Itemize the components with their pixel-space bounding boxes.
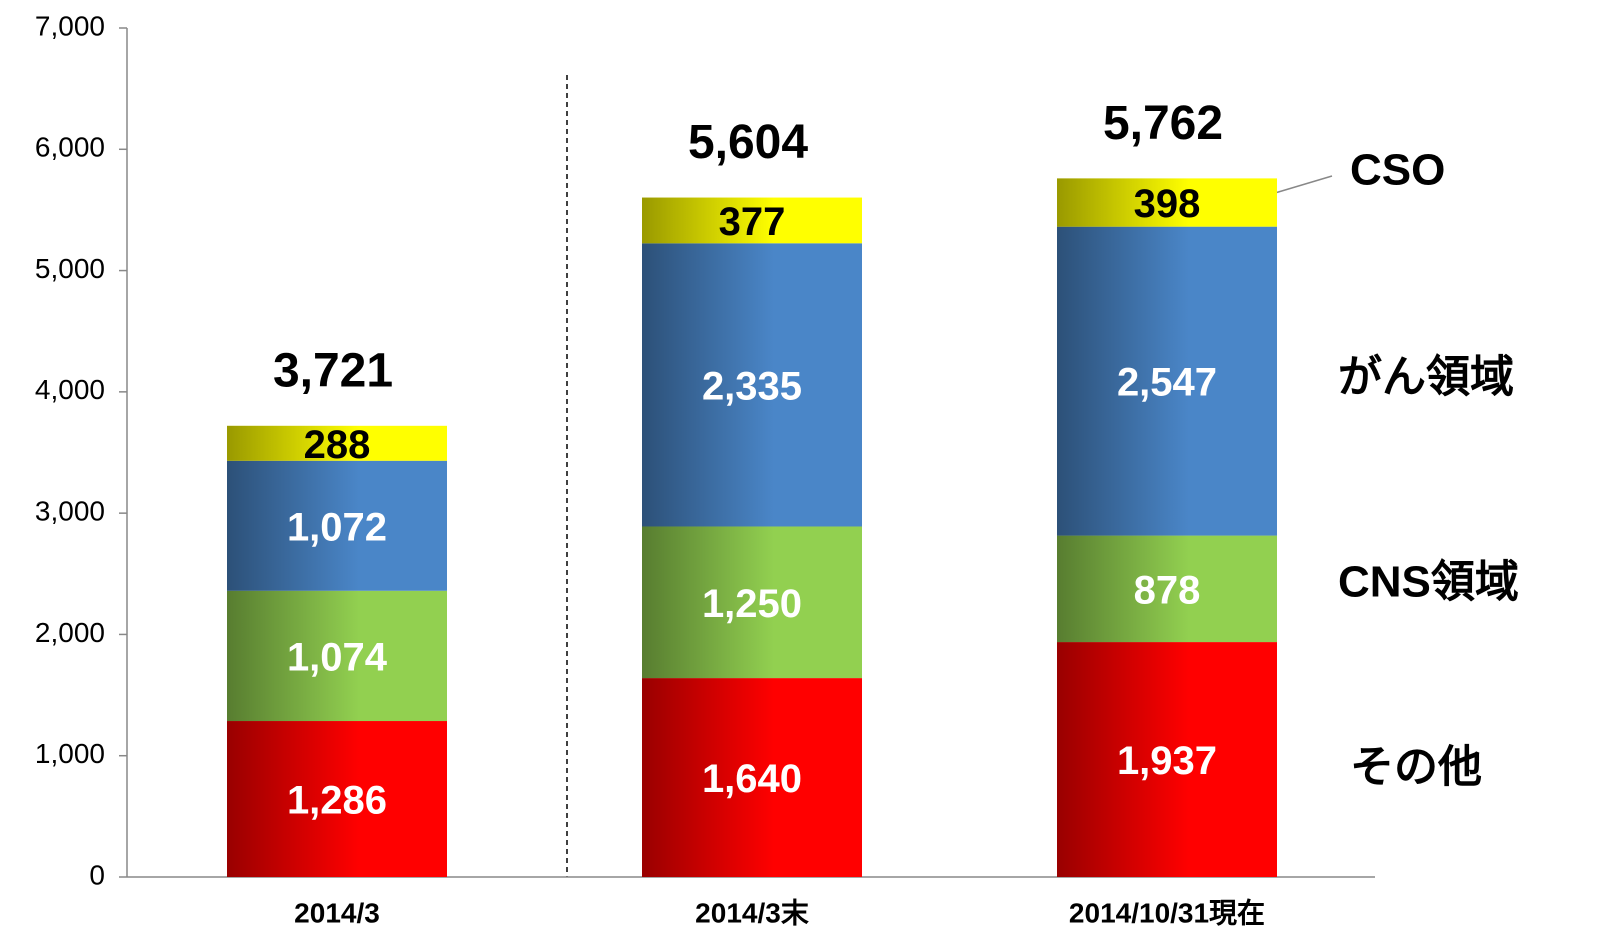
y-tick-label: 4,000: [35, 374, 105, 405]
x-tick-label: 2014/10/31現在: [1069, 897, 1265, 928]
value-label: 878: [1134, 568, 1201, 612]
total-label: 5,762: [1103, 97, 1223, 150]
bar-shade: [1057, 535, 1277, 643]
value-label: 2,335: [702, 364, 802, 408]
y-tick-label: 0: [89, 859, 105, 890]
bar-shade: [1057, 642, 1277, 877]
value-label: 1,072: [287, 505, 387, 549]
bar-shade: [1057, 178, 1277, 227]
legend-label: CNS領域: [1338, 557, 1519, 607]
value-label: 1,074: [287, 635, 388, 679]
bar-shade: [1057, 226, 1277, 536]
bar-shade: [642, 526, 862, 679]
y-tick-label: 5,000: [35, 253, 105, 284]
leader-line: [1274, 175, 1333, 194]
bar-shade: [227, 425, 447, 461]
value-label: 288: [304, 423, 371, 467]
legend-label: がん領域: [1338, 352, 1514, 402]
x-tick-label: 2014/3末: [695, 897, 809, 928]
value-label: 1,250: [702, 582, 802, 626]
legend-label: CSO: [1350, 146, 1445, 195]
value-label: 2,547: [1117, 361, 1217, 405]
value-label: 398: [1134, 182, 1201, 226]
x-tick-label: 2014/3: [294, 897, 380, 928]
bar-shade: [227, 460, 447, 591]
bar-shade: [227, 721, 447, 877]
bar-shade: [642, 197, 862, 244]
value-label: 1,640: [702, 757, 802, 801]
legend-label: その他: [1350, 743, 1482, 792]
value-label: 377: [719, 200, 786, 244]
y-tick-label: 1,000: [35, 738, 105, 769]
value-label: 1,286: [287, 779, 387, 823]
y-tick-label: 7,000: [35, 10, 105, 41]
y-tick-label: 3,000: [35, 496, 105, 527]
y-tick-label: 6,000: [35, 132, 105, 163]
y-tick-label: 2,000: [35, 617, 105, 648]
total-label: 3,721: [273, 344, 393, 397]
total-label: 5,604: [688, 116, 808, 169]
bar-shade: [227, 590, 447, 722]
bar-shade: [642, 243, 862, 527]
value-label: 1,937: [1117, 739, 1217, 783]
bar-shade: [642, 678, 862, 877]
